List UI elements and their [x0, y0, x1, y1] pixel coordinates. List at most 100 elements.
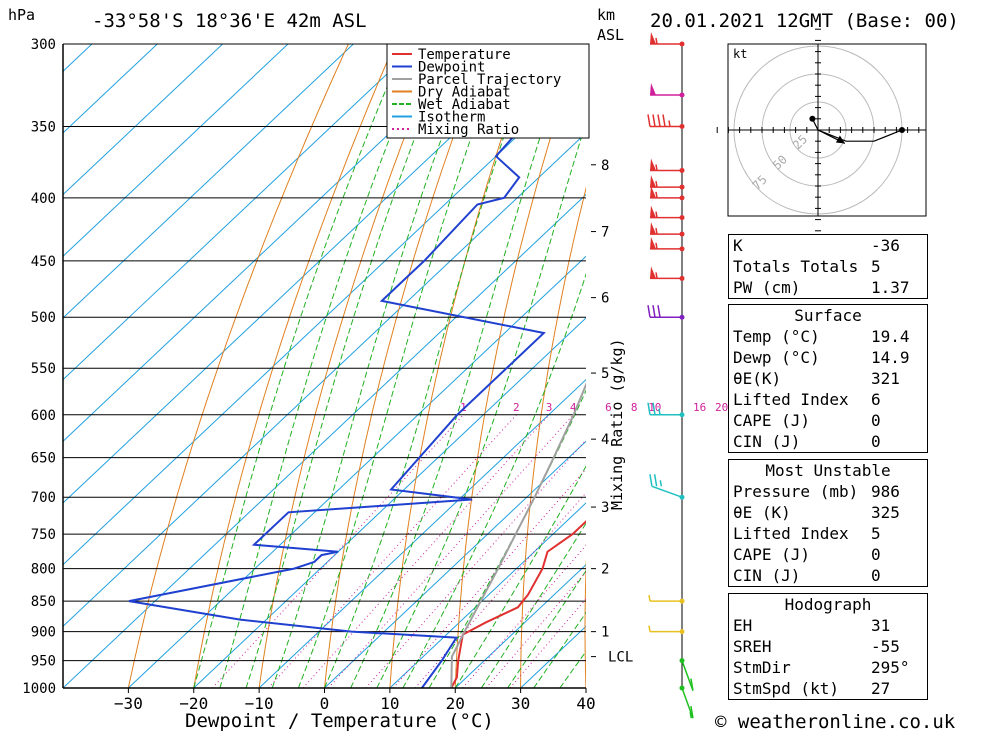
- isotherm-line: [63, 132, 586, 628]
- wind-barb-pennant: [650, 205, 656, 218]
- row-value: 27: [871, 679, 891, 698]
- row-value: 321: [871, 369, 900, 388]
- row-value: 0: [871, 411, 881, 430]
- mixing-ratio-label: 10: [648, 401, 661, 414]
- series-parcel-trajectory-line: [450, 382, 586, 688]
- wind-barb: [647, 402, 685, 418]
- mixing-ratio-label: 4: [570, 401, 577, 414]
- row-label: Pressure (mb): [733, 482, 859, 501]
- legend-box: [386, 43, 590, 139]
- wet-adiabat-line: [193, 44, 406, 688]
- km-tick-label: LCL: [608, 650, 633, 666]
- x-tick-label: 10: [380, 694, 399, 713]
- wind-barb: [650, 185, 685, 201]
- indices-panel: K -36 Totals Totals 5 PW (cm) 1.37: [728, 234, 928, 299]
- table-row: CAPE (J) 0: [729, 544, 927, 565]
- table-row: θE(K) 321: [729, 368, 927, 389]
- wind-barb-halfflag: [655, 180, 658, 188]
- legend-item-label: Temperature: [418, 47, 511, 63]
- km-tick-label: 5: [601, 366, 609, 382]
- isotherm-line: [389, 502, 586, 688]
- pressure-tick-label: 550: [31, 361, 56, 377]
- isotherm-line: [454, 563, 586, 688]
- km-tick-label: 3: [601, 500, 609, 516]
- hodograph-panel: Hodograph EH 31 SREH -55 StmDir 295° StmSpd (k…: [728, 593, 928, 700]
- wind-barb-halfflag: [689, 711, 692, 719]
- wind-barb-halfflag: [655, 227, 658, 235]
- wind-barb-halfflag: [648, 625, 651, 632]
- row-value: 6: [871, 390, 881, 409]
- row-value: -36: [871, 236, 900, 255]
- legend-item-label: Isotherm: [418, 110, 485, 126]
- wind-barb: [679, 658, 694, 691]
- mixing-ratio-line: [365, 439, 586, 688]
- x-tick-label: −30: [114, 694, 143, 713]
- x-tick-label: −20: [179, 694, 208, 713]
- dry-adiabat-line: [454, 44, 581, 688]
- series-dewpoint-line: [128, 57, 586, 688]
- wet-adiabat-line: [245, 44, 452, 688]
- row-value: 31: [871, 616, 891, 635]
- row-label: PW (cm): [733, 278, 801, 297]
- table-row: StmDir 295°: [729, 657, 927, 678]
- pressure-tick-label: 450: [31, 254, 56, 270]
- isotherm-line: [63, 44, 355, 319]
- wind-barb-halfflag: [655, 242, 658, 249]
- x-tick-label: 30: [511, 694, 530, 713]
- km-tick-label: 2: [601, 562, 609, 578]
- table-row: Temp (°C) 19.4: [729, 326, 927, 347]
- pressure-tick-label: 600: [31, 408, 56, 424]
- row-label: Temp (°C): [733, 327, 820, 346]
- wind-barb: [650, 266, 685, 281]
- wind-barb-flag: [653, 474, 658, 487]
- wind-barb: [650, 205, 685, 221]
- isotherm-line: [63, 44, 224, 196]
- hodograph-title: Hodograph: [784, 595, 872, 614]
- wind-barb: [650, 175, 685, 190]
- table-row: Pressure (mb) 986: [729, 481, 927, 502]
- x-tick-label: −10: [245, 694, 274, 713]
- table-row: Lifted Index 6: [729, 389, 927, 410]
- wet-adiabat-line: [219, 44, 429, 688]
- dry-adiabat-line: [324, 44, 488, 688]
- km-tick-label: 8: [601, 158, 609, 174]
- wind-barb: [650, 236, 685, 252]
- wind-barb-flag: [647, 402, 651, 415]
- indices-table: K -36 Totals Totals 5 PW (cm) 1.37: [729, 235, 927, 298]
- wind-barb-flag: [647, 114, 651, 127]
- wind-barb-pennant: [650, 222, 656, 235]
- wind-barb-flag: [662, 114, 666, 127]
- wind-barb-flag: [657, 114, 661, 127]
- wind-barb-pennant: [650, 185, 656, 198]
- row-label: CIN (J): [733, 566, 801, 585]
- wind-barb: [679, 685, 694, 719]
- table-row: θE (K) 325: [729, 502, 927, 523]
- wind-barb-flag: [657, 305, 661, 318]
- row-label: CIN (J): [733, 432, 801, 451]
- mixing-ratio-line: [462, 544, 586, 688]
- x-tick-label: 40: [576, 694, 595, 713]
- wet-adiabat-line: [297, 44, 506, 688]
- pressure-tick-label: 700: [31, 490, 56, 506]
- legend-item-label: Dewpoint: [418, 60, 485, 76]
- mixing-ratio-axis-label: Mixing Ratio (g/kg): [608, 338, 626, 510]
- wet-adiabat-line: [350, 44, 572, 688]
- wet-adiabat-line: [271, 44, 478, 688]
- row-label: EH: [733, 616, 753, 635]
- dry-adiabat-line: [933, 26, 978, 688]
- mixing-ratio-line: [392, 468, 586, 688]
- row-value: -55: [871, 637, 900, 656]
- row-value: 14.9: [871, 348, 910, 367]
- row-label: SREH: [733, 637, 772, 656]
- wind-barb-halfflag: [648, 594, 651, 602]
- row-label: StmSpd (kt): [733, 679, 839, 698]
- row-value: 5: [871, 524, 881, 543]
- table-row: SREH -55: [729, 636, 927, 657]
- mixing-ratio-label: 3: [546, 401, 553, 414]
- wind-barb: [648, 625, 685, 635]
- wind-barb-pennant: [650, 158, 656, 171]
- row-value: 0: [871, 432, 881, 451]
- table-row: CIN (J) 0: [729, 565, 927, 586]
- wind-barb-halfflag: [659, 480, 663, 487]
